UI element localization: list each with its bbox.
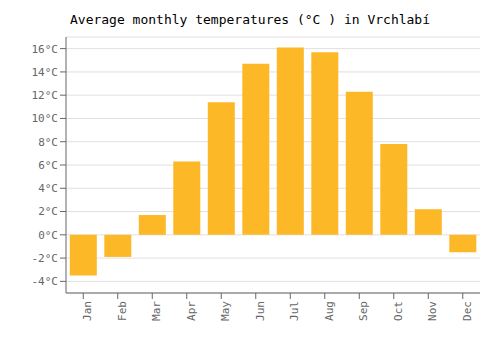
svg-text:Dec: Dec bbox=[461, 301, 474, 321]
svg-text:Nov: Nov bbox=[426, 301, 439, 321]
svg-text:May: May bbox=[219, 301, 232, 321]
svg-text:16°C: 16°C bbox=[32, 43, 59, 56]
svg-text:0°C: 0°C bbox=[38, 229, 58, 242]
svg-text:10°C: 10°C bbox=[32, 112, 59, 125]
svg-text:-2°C: -2°C bbox=[32, 252, 59, 265]
svg-text:Oct: Oct bbox=[392, 301, 405, 321]
svg-text:Sep: Sep bbox=[357, 301, 370, 321]
svg-text:Jul: Jul bbox=[288, 301, 301, 321]
svg-text:Feb: Feb bbox=[116, 301, 129, 321]
svg-text:-4°C: -4°C bbox=[32, 275, 59, 288]
svg-text:6°C: 6°C bbox=[38, 159, 58, 172]
svg-text:Jun: Jun bbox=[254, 301, 267, 321]
svg-text:Apr: Apr bbox=[185, 301, 198, 321]
svg-text:Aug: Aug bbox=[323, 301, 336, 321]
svg-text:14°C: 14°C bbox=[32, 66, 59, 79]
html-text:Average monthly temperatures (: Average monthly temperatures (°C ) in Vr… bbox=[70, 12, 430, 27]
svg-text:Mar: Mar bbox=[150, 301, 163, 321]
svg-text:2°C: 2°C bbox=[38, 205, 58, 218]
svg-text:8°C: 8°C bbox=[38, 136, 58, 149]
svg-text:Jan: Jan bbox=[81, 301, 94, 321]
svg-text:12°C: 12°C bbox=[32, 89, 59, 102]
svg-text:4°C: 4°C bbox=[38, 182, 58, 195]
